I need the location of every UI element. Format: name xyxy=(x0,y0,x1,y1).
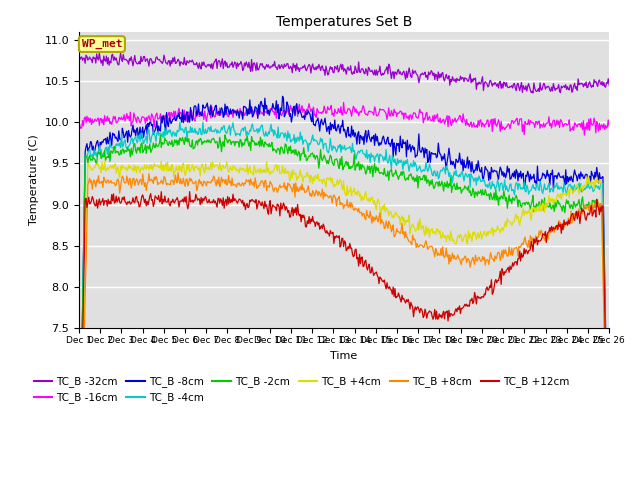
TC_B +4cm xyxy=(316,178,324,184)
X-axis label: Time: Time xyxy=(330,350,358,360)
TC_B -4cm xyxy=(388,153,396,158)
TC_B +12cm xyxy=(430,313,438,319)
Line: TC_B -16cm: TC_B -16cm xyxy=(79,102,609,135)
TC_B -8cm xyxy=(278,94,286,99)
TC_B -16cm xyxy=(169,114,177,120)
Line: TC_B -2cm: TC_B -2cm xyxy=(79,135,609,480)
TC_B -4cm xyxy=(316,140,324,145)
TC_B -16cm xyxy=(75,120,83,125)
TC_B +8cm xyxy=(475,254,483,260)
TC_B -2cm xyxy=(169,144,177,149)
TC_B -32cm xyxy=(430,70,438,76)
TC_B +12cm xyxy=(186,189,193,194)
TC_B +12cm xyxy=(388,291,396,297)
TC_B -2cm xyxy=(211,140,219,146)
TC_B -32cm xyxy=(316,64,324,70)
TC_B -16cm xyxy=(211,114,219,120)
TC_B -32cm xyxy=(529,90,537,96)
TC_B -16cm xyxy=(430,119,438,125)
TC_B -16cm xyxy=(315,110,323,116)
Title: Temperatures Set B: Temperatures Set B xyxy=(276,15,412,29)
TC_B +4cm xyxy=(388,215,396,220)
TC_B +4cm xyxy=(475,235,483,241)
TC_B -2cm xyxy=(475,191,483,196)
Line: TC_B -4cm: TC_B -4cm xyxy=(79,122,609,480)
Text: WP_met: WP_met xyxy=(82,39,122,49)
TC_B +8cm xyxy=(212,183,220,189)
TC_B +4cm xyxy=(170,174,177,180)
Line: TC_B -8cm: TC_B -8cm xyxy=(79,96,609,480)
TC_B -16cm xyxy=(605,123,613,129)
TC_B -8cm xyxy=(430,151,438,156)
TC_B -16cm xyxy=(580,132,588,138)
TC_B +12cm xyxy=(475,295,483,301)
TC_B -16cm xyxy=(388,111,396,117)
TC_B +4cm xyxy=(430,229,438,235)
Line: TC_B -32cm: TC_B -32cm xyxy=(79,53,609,93)
TC_B -4cm xyxy=(176,120,184,125)
TC_B -32cm xyxy=(170,59,177,64)
TC_B +8cm xyxy=(388,227,396,232)
TC_B +4cm xyxy=(212,162,220,168)
TC_B -2cm xyxy=(388,172,396,178)
TC_B -32cm xyxy=(95,50,103,56)
TC_B -32cm xyxy=(75,50,83,56)
Line: TC_B +8cm: TC_B +8cm xyxy=(79,173,609,480)
TC_B +12cm xyxy=(212,201,220,207)
TC_B +8cm xyxy=(169,177,177,183)
TC_B -32cm xyxy=(388,69,396,75)
TC_B -32cm xyxy=(605,82,613,88)
TC_B +8cm xyxy=(316,190,324,196)
TC_B +12cm xyxy=(316,227,324,232)
TC_B -4cm xyxy=(430,168,438,174)
TC_B +12cm xyxy=(169,196,177,202)
TC_B -16cm xyxy=(475,123,483,129)
TC_B -8cm xyxy=(475,164,483,169)
TC_B -8cm xyxy=(211,103,219,109)
TC_B -2cm xyxy=(221,132,229,138)
Legend: TC_B -32cm, TC_B -16cm, TC_B -8cm, TC_B -4cm, TC_B -2cm, TC_B +4cm, TC_B +8cm, T: TC_B -32cm, TC_B -16cm, TC_B -8cm, TC_B … xyxy=(29,372,574,408)
TC_B -2cm xyxy=(316,157,324,163)
TC_B -4cm xyxy=(475,173,483,179)
TC_B -32cm xyxy=(212,56,220,62)
TC_B +4cm xyxy=(157,158,165,164)
TC_B -4cm xyxy=(169,129,177,135)
TC_B -32cm xyxy=(475,79,483,85)
TC_B +8cm xyxy=(174,170,182,176)
TC_B -8cm xyxy=(316,128,324,134)
TC_B +8cm xyxy=(430,250,438,255)
TC_B -8cm xyxy=(388,136,396,142)
TC_B -16cm xyxy=(340,99,348,105)
Y-axis label: Temperature (C): Temperature (C) xyxy=(29,134,39,225)
Line: TC_B +4cm: TC_B +4cm xyxy=(79,161,609,480)
TC_B -2cm xyxy=(430,186,438,192)
TC_B -8cm xyxy=(169,116,177,122)
TC_B -4cm xyxy=(212,127,220,132)
Line: TC_B +12cm: TC_B +12cm xyxy=(79,192,609,480)
